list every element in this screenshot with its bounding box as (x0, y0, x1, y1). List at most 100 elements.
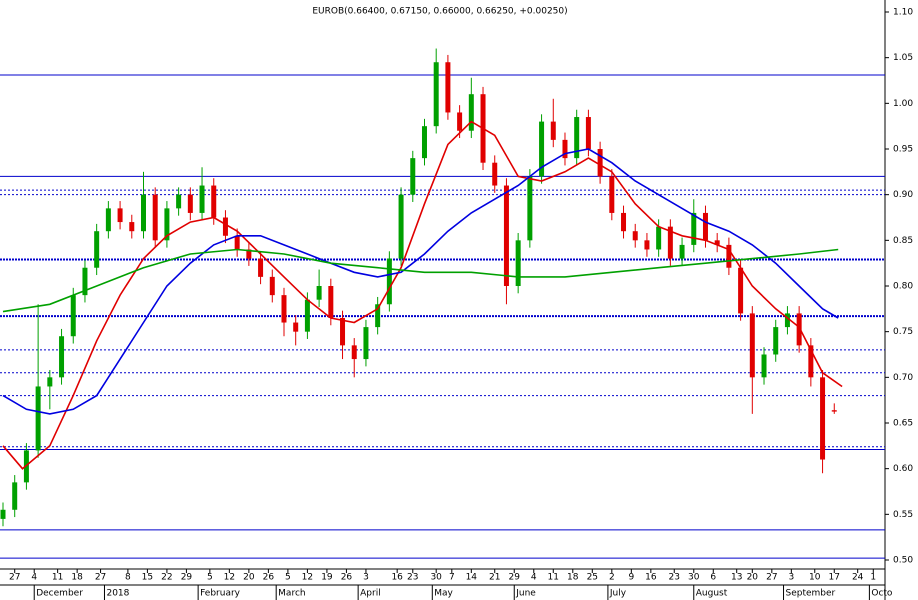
candle-body (457, 112, 463, 131)
chart-title: EUROB(0.66400, 0.67150, 0.66000, 0.66250… (312, 7, 567, 17)
y-tick-label: 0.85 (893, 236, 913, 246)
x-tick-label: 4 (31, 573, 37, 583)
x-tick-label: 12 (224, 573, 235, 583)
candle-body (527, 176, 533, 241)
candle-body (574, 117, 580, 159)
x-tick-label: 9 (628, 573, 634, 583)
x-tick-label: 13 (731, 573, 742, 583)
x-tick-label: 3 (788, 573, 794, 583)
candle-body (47, 377, 53, 387)
y-tick-label: 0.50 (893, 556, 913, 566)
y-tick-label: 1.05 (893, 53, 913, 63)
x-tick-label: 21 (489, 573, 500, 583)
y-tick-label: 0.75 (893, 327, 913, 337)
candle-body (679, 244, 685, 259)
candle-body (492, 162, 498, 186)
candle-body (35, 386, 41, 451)
candle-body (199, 185, 205, 213)
y-tick-label: 0.90 (893, 190, 913, 200)
candle-body (796, 313, 802, 346)
candle-body (386, 258, 392, 305)
moving-average (2, 148, 839, 415)
x-tick-label: 23 (669, 573, 680, 583)
candle-body (468, 94, 474, 131)
candle-body (258, 258, 264, 277)
candle-body (222, 217, 228, 236)
candle-body (445, 62, 451, 113)
candle-body (94, 231, 100, 268)
month-label: March (278, 589, 305, 599)
moving-average (2, 120, 843, 470)
x-tick-label: 22 (161, 573, 172, 583)
candle-body (70, 295, 76, 337)
x-tick-label: 7 (449, 573, 455, 583)
candle-body (211, 185, 217, 218)
y-tick-label: 1.00 (893, 99, 913, 109)
x-tick-label: 23 (407, 573, 418, 583)
x-tick-label: 5 (285, 573, 291, 583)
month-label: August (696, 589, 728, 599)
month-label: 2018 (106, 589, 129, 599)
candle-body (820, 377, 826, 460)
x-tick-label: 10 (809, 573, 821, 583)
x-tick-label: 20 (747, 573, 759, 583)
candle-body (738, 267, 744, 314)
candle-body (12, 482, 18, 510)
candle-body (316, 286, 322, 300)
x-tick-label: 16 (645, 573, 657, 583)
candle-body (0, 509, 6, 519)
candle-body (398, 194, 404, 259)
candle-body (761, 354, 767, 378)
candle-body (59, 336, 65, 378)
candle-body (702, 212, 708, 241)
x-tick-label: 18 (567, 573, 579, 583)
candle-body (187, 194, 193, 213)
x-tick-label: 27 (766, 573, 777, 583)
candle-body (433, 62, 439, 127)
candle-body (749, 313, 755, 378)
month-label: December (36, 589, 83, 599)
x-tick-label: 29 (509, 573, 521, 583)
candle-body (140, 194, 146, 232)
month-label: April (360, 589, 381, 599)
candle-body (351, 345, 357, 360)
candle-body (726, 244, 732, 268)
y-tick-label: 0.80 (893, 282, 913, 292)
candle-body (609, 176, 615, 213)
candle-body (808, 345, 814, 378)
candle-body (375, 304, 381, 328)
y-tick-label: 0.60 (893, 464, 913, 474)
x-tick-label: 11 (548, 573, 559, 583)
candle-body (421, 126, 427, 159)
month-label: February (200, 589, 241, 599)
month-label: May (434, 589, 453, 599)
x-tick-label: 19 (321, 573, 333, 583)
x-tick-label: 5 (207, 573, 213, 583)
month-label: Octo (871, 589, 893, 599)
candle-body (340, 317, 346, 346)
x-tick-label: 3 (363, 573, 369, 583)
candle-body (831, 410, 837, 412)
y-tick-label: 0.55 (893, 510, 913, 520)
moving-average (2, 248, 839, 313)
x-tick-label: 17 (829, 573, 840, 583)
month-label: June (515, 589, 536, 599)
x-tick-label: 15 (142, 573, 153, 583)
candle-body (363, 327, 369, 360)
y-tick-label: 1.10 (893, 8, 913, 18)
candle-body (293, 322, 299, 332)
candle-body (129, 222, 135, 232)
month-label: July (609, 589, 627, 599)
candle-body (328, 286, 334, 318)
x-tick-label: 4 (531, 573, 537, 583)
y-tick-label: 0.65 (893, 419, 913, 429)
x-tick-label: 6 (710, 573, 716, 583)
x-tick-label: 14 (466, 573, 478, 583)
candle-body (562, 139, 568, 159)
x-tick-label: 26 (341, 573, 353, 583)
x-tick-label: 25 (587, 573, 598, 583)
candle-body (597, 149, 603, 177)
candle-body (82, 267, 88, 296)
